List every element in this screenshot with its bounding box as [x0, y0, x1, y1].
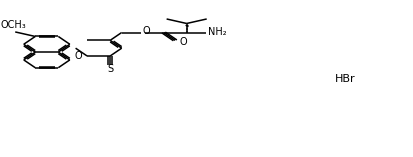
Text: O: O	[179, 37, 187, 47]
Text: S: S	[107, 64, 113, 74]
Text: OCH₃: OCH₃	[0, 20, 26, 30]
Text: O: O	[143, 26, 151, 36]
Text: O: O	[74, 51, 82, 61]
Text: NH₂: NH₂	[208, 27, 227, 37]
Text: HBr: HBr	[335, 73, 355, 84]
